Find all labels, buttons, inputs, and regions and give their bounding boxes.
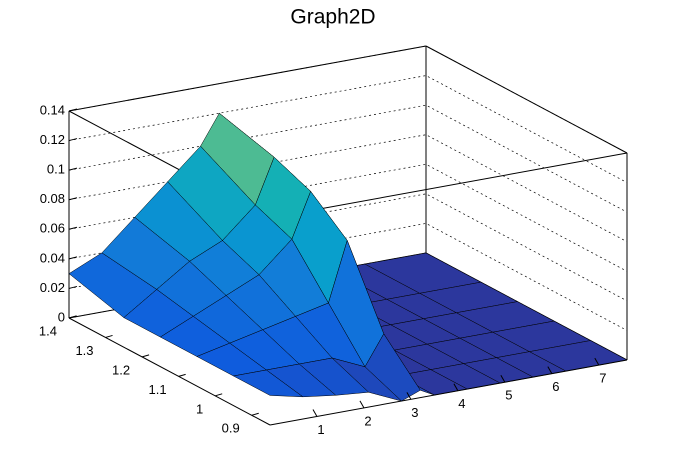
box-edge	[269, 152, 628, 219]
grid-line	[68, 104, 628, 213]
z-tick	[68, 285, 78, 289]
y-tick-label: 1	[196, 401, 203, 416]
surface	[68, 112, 628, 402]
z-tick	[68, 138, 78, 142]
y-tick-label: 1.4	[39, 323, 57, 338]
x-tick-label: 6	[552, 379, 559, 394]
z-tick-label: 0.02	[40, 280, 65, 295]
surface-cell	[232, 369, 304, 398]
x-tick-label: 5	[505, 388, 512, 403]
z-tick	[68, 226, 78, 230]
y-tick	[68, 315, 77, 319]
x-tick-label: 2	[364, 413, 371, 428]
y-tick	[251, 412, 259, 416]
x-tick	[406, 392, 412, 400]
z-tick-label: 0.04	[40, 250, 65, 265]
axes: 0 0.02 0.04 0.06 0.08 0.1 0.12 0.14 0.9 1 1.1 1.2 1.…	[39, 102, 628, 437]
z-tick-label: 0.1	[47, 162, 65, 177]
x-axis	[269, 359, 628, 426]
z-tick-label: 0.08	[40, 191, 65, 206]
x-tick	[594, 357, 600, 366]
grid-line	[68, 75, 628, 183]
z-tick-label: 0	[58, 309, 65, 324]
y-tick-label: 1.2	[112, 362, 130, 377]
y-tick	[105, 334, 113, 338]
grid-line	[68, 45, 628, 154]
x-tick	[453, 383, 459, 392]
y-tick-label: 0.9	[222, 421, 240, 436]
z-tick	[68, 108, 78, 112]
y-axis	[68, 317, 271, 426]
y-tick-label: 1.1	[149, 382, 167, 397]
x-tick	[500, 374, 506, 383]
x-tick	[359, 400, 365, 409]
z-tick-label: 0.12	[40, 132, 65, 147]
x-tick-label: 7	[599, 371, 606, 386]
z-tick	[68, 197, 78, 201]
y-tick	[178, 373, 186, 377]
x-tick	[312, 409, 318, 417]
x-tick-label: 1	[317, 422, 324, 437]
y-tick-label: 1.3	[75, 343, 93, 358]
y-tick	[141, 354, 150, 358]
x-tick-label: 4	[458, 396, 465, 411]
z-tick-label: 0.06	[40, 221, 65, 236]
z-tick	[68, 167, 78, 171]
y-tick	[215, 393, 223, 397]
x-tick	[547, 366, 553, 374]
z-tick-label: 0.14	[40, 102, 65, 117]
chart-title: Graph2D	[290, 6, 375, 29]
z-tick	[68, 256, 78, 260]
x-tick-label: 3	[411, 405, 418, 420]
